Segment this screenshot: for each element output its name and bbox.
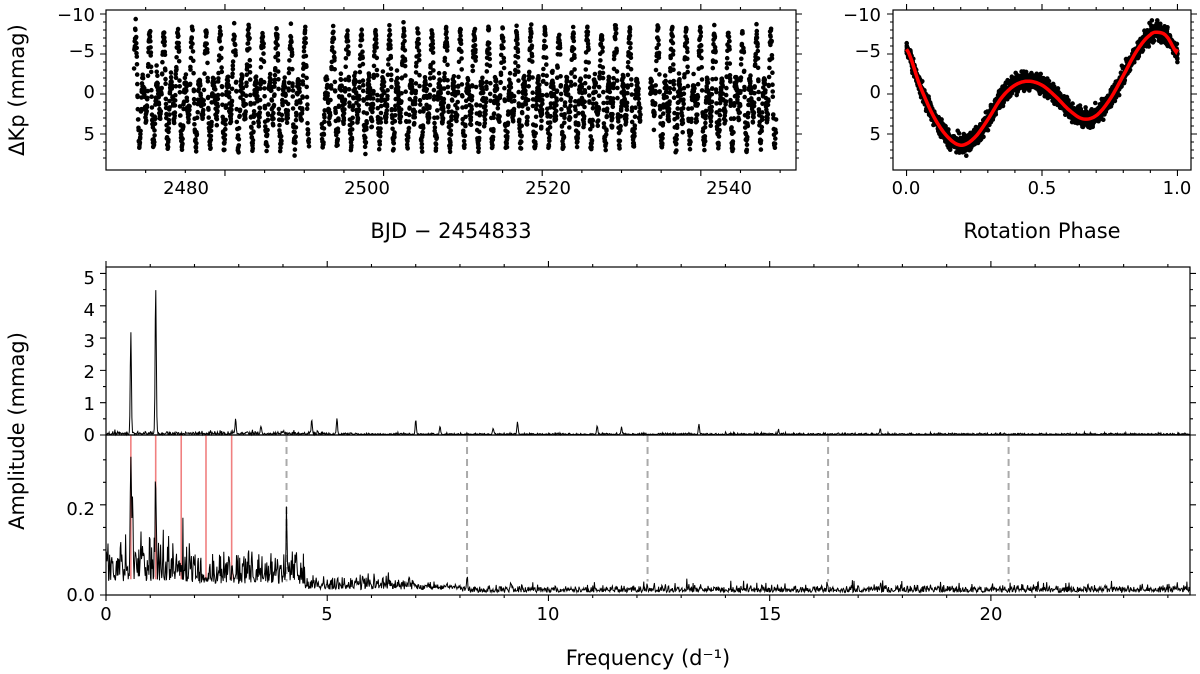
periodogram-full-spectrum-line	[106, 290, 1190, 437]
phase-x-tick-0-5: 0.5	[1028, 178, 1057, 199]
phase-curve-data-points	[904, 18, 1180, 159]
phase-y-tick-minus5: −5	[854, 41, 881, 62]
light-curve-x-tick-2520: 2520	[525, 178, 571, 199]
phase-y-tick-minus10: −10	[843, 5, 881, 26]
phase-curve-tick-marks	[887, 4, 1197, 176]
pg-shared-y-axis-label: Amplitude (mmag)	[5, 332, 29, 530]
pg2-x-tick-0: 0	[100, 604, 111, 625]
phase-curve-fit-line	[905, 30, 1180, 147]
periodogram-residual-panel: 0.0 0.2 0 5 10 15 20 Frequency (d⁻¹) Amp…	[5, 332, 1196, 670]
pg1-y-tick-4: 4	[84, 300, 95, 321]
phase-y-tick-5: 5	[870, 124, 881, 145]
periodogram-residual-tick-marks	[100, 459, 1196, 601]
light-curve-y-tick-0: 0	[84, 82, 95, 103]
light-curve-y-axis-label: ΔKp (mmag)	[5, 24, 29, 156]
periodogram-residual-ticks	[100, 459, 1196, 601]
phase-curve-points	[904, 18, 1180, 159]
light-curve-data-points	[131, 16, 779, 158]
pg2-y-tick-0: 0.0	[66, 585, 95, 606]
periodogram-full-axes-frame	[105, 266, 1191, 436]
pg1-y-tick-5: 5	[84, 268, 95, 289]
pg2-x-tick-20: 20	[980, 604, 1003, 625]
light-curve-x-tick-2480: 2480	[163, 178, 209, 199]
pg2-x-axis-label: Frequency (d⁻¹)	[566, 646, 730, 670]
pg1-y-tick-0: 0	[84, 425, 95, 446]
periodogram-full-ticks	[100, 261, 1196, 436]
periodogram-residual-spectrum-line	[105, 456, 1191, 594]
light-curve-panel: 2480 2500 2520 2540 −10 −5 0 5 BJD − 245…	[5, 4, 802, 243]
light-curve-x-tick-2540: 2540	[706, 178, 752, 199]
light-curve-ticks	[100, 4, 802, 176]
pg2-x-tick-5: 5	[321, 604, 332, 625]
pg1-y-tick-2: 2	[84, 362, 95, 383]
pg2-x-tick-10: 10	[537, 604, 560, 625]
pg2-y-tick-0-2: 0.2	[66, 499, 95, 520]
phase-y-tick-0: 0	[870, 82, 881, 103]
phase-curve-panel: 0.0 0.5 1.0 −10 −5 0 5 Rotation Phase	[843, 4, 1197, 243]
light-curve-y-tick-minus5: −5	[68, 41, 95, 62]
phase-x-tick-0: 0.0	[892, 178, 921, 199]
light-curve-x-tick-2500: 2500	[344, 178, 390, 199]
light-curve-y-tick-minus10: −10	[57, 5, 95, 26]
pg2-x-tick-15: 15	[759, 604, 782, 625]
phase-x-axis-label: Rotation Phase	[963, 219, 1120, 243]
pg1-y-tick-1: 1	[84, 394, 95, 415]
light-curve-axes-frame	[105, 9, 797, 171]
light-curve-points	[131, 16, 779, 158]
light-curve-tick-marks	[100, 4, 802, 176]
periodogram-residual-axes-frame	[105, 434, 1191, 596]
periodogram-full-panel: 0 1 2 3 4 5	[84, 261, 1196, 446]
light-curve-x-axis-label: BJD − 2454833	[370, 219, 531, 243]
phase-x-tick-1: 1.0	[1163, 178, 1192, 199]
periodogram-full-tick-marks	[100, 261, 1196, 436]
light-curve-y-tick-5: 5	[84, 124, 95, 145]
phase-curve-ticks	[887, 4, 1197, 176]
pg1-y-tick-3: 3	[84, 331, 95, 352]
